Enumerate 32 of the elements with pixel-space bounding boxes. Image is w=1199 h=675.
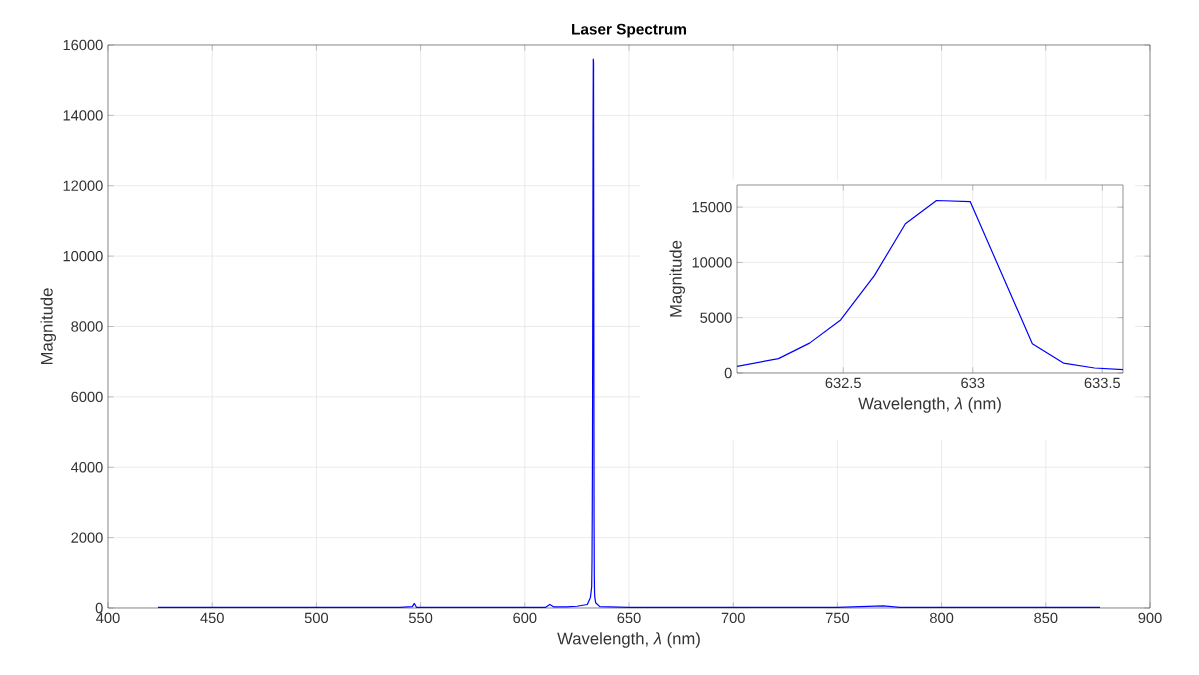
x-axis-title: Wavelength, λ (nm) xyxy=(557,632,700,648)
x-tick-label: 550 xyxy=(408,612,433,624)
y-tick-label: 2000 xyxy=(71,532,103,543)
y-axis-title: Magnitude xyxy=(669,240,686,317)
x-tick-label: 600 xyxy=(513,612,537,624)
x-tick-label: 632.5 xyxy=(825,377,861,389)
y-tick-label: 6000 xyxy=(71,391,103,403)
x-tick-label: 900 xyxy=(1138,612,1162,624)
chart-title: Laser Spectrum xyxy=(572,23,686,38)
x-tick-label: 650 xyxy=(617,612,641,624)
y-tick-label: 16000 xyxy=(63,39,103,51)
y-tick-label: 12000 xyxy=(63,180,103,191)
y-tick-label: 5000 xyxy=(700,312,732,323)
x-tick-label: 500 xyxy=(304,612,329,624)
x-tick-label: 700 xyxy=(721,612,745,624)
x-tick-label: 633.5 xyxy=(1084,377,1120,389)
y-tick-label: 15000 xyxy=(692,201,732,213)
y-tick-label: 4000 xyxy=(71,462,103,473)
y-tick-label: 10000 xyxy=(63,250,103,262)
x-tick-label: 633 xyxy=(961,377,985,389)
x-axis-title: Wavelength, λ (nm) xyxy=(858,397,1001,413)
y-tick-label: 14000 xyxy=(63,110,103,121)
x-tick-label: 800 xyxy=(929,612,954,624)
y-axis-title: Magnitude xyxy=(40,288,57,365)
y-tick-label: 0 xyxy=(95,602,103,614)
y-tick-label: 0 xyxy=(724,367,732,379)
x-tick-label: 750 xyxy=(825,612,850,624)
x-tick-label: 850 xyxy=(1034,612,1058,624)
y-tick-label: 8000 xyxy=(71,321,103,332)
y-tick-label: 10000 xyxy=(692,257,732,268)
x-tick-label: 450 xyxy=(200,612,224,624)
x-tick-label: 400 xyxy=(96,612,120,624)
